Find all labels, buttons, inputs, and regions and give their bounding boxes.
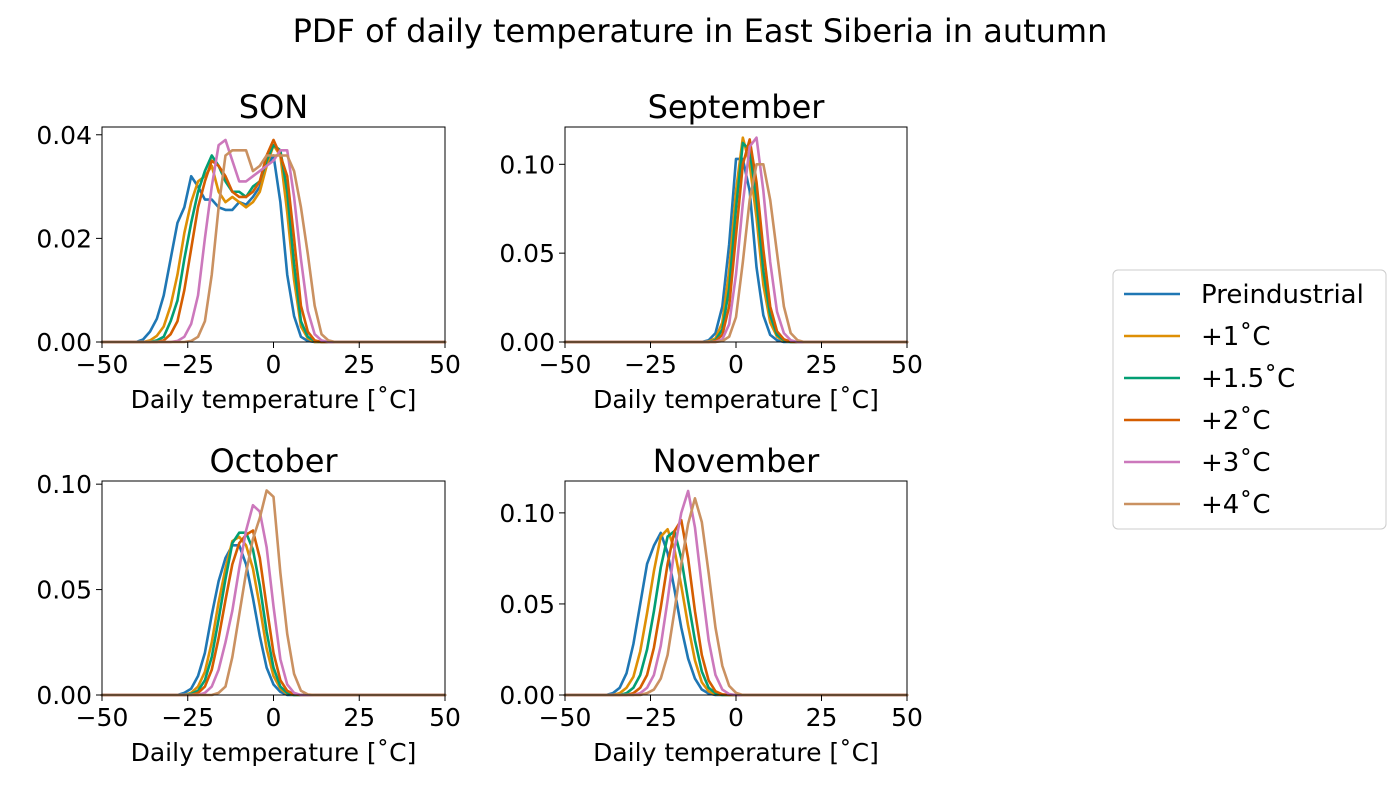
x-tick-label: 0 <box>728 350 744 379</box>
x-tick-label: 0 <box>266 350 282 379</box>
legend: Preindustrial +1˚C +1.5˚C +2˚C +3˚C +4˚C <box>1112 269 1387 530</box>
x-axis-label: Daily temperature [˚C] <box>593 738 879 767</box>
y-tick-label: 0.05 <box>499 590 555 619</box>
x-tick-label: 50 <box>429 703 461 732</box>
y-tick-label: 0.10 <box>36 470 92 499</box>
y-tick-label: 0.02 <box>36 224 92 253</box>
panel-2: −50 −25 0 25 50 0.00 0.05 0.10 October Daily temp… <box>36 442 461 767</box>
x-axis-label: Daily temperature [˚C] <box>131 385 417 414</box>
y-tick-label: 0.00 <box>36 328 92 357</box>
y-tick-label: 0.05 <box>36 576 92 605</box>
legend-frame <box>1112 269 1387 530</box>
y-tick-label: 0.05 <box>499 239 555 268</box>
y-tick-label: 0.10 <box>499 499 555 528</box>
y-tick-label: 0.00 <box>36 681 92 710</box>
panel-title: October <box>209 442 338 480</box>
x-tick-label: 0 <box>728 703 744 732</box>
x-tick-label: 25 <box>343 703 375 732</box>
x-tick-label: 25 <box>806 350 838 379</box>
legend-label: +4˚C <box>1201 490 1270 520</box>
x-tick-label: 50 <box>891 350 923 379</box>
panel-0: −50 −25 0 25 50 0.00 0.02 0.04 SON Daily temperat… <box>36 88 461 414</box>
x-tick-label: −25 <box>161 350 214 379</box>
panel-title: November <box>653 442 820 480</box>
legend-label: Preindustrial <box>1201 280 1364 310</box>
y-tick-label: 0.00 <box>499 328 555 357</box>
x-tick-label: 0 <box>266 703 282 732</box>
y-tick-label: 0.10 <box>499 150 555 179</box>
x-tick-label: −50 <box>76 703 129 732</box>
panel-title: September <box>648 88 826 126</box>
x-tick-label: 25 <box>343 350 375 379</box>
x-axis-label: Daily temperature [˚C] <box>593 385 879 414</box>
legend-label: +3˚C <box>1201 448 1270 478</box>
x-tick-label: −25 <box>624 350 677 379</box>
panel-title: SON <box>239 88 308 126</box>
legend-label: +1˚C <box>1201 322 1270 352</box>
legend-label: +1.5˚C <box>1201 364 1295 394</box>
legend-label: +2˚C <box>1201 406 1270 436</box>
x-tick-label: −50 <box>539 350 592 379</box>
y-tick-label: 0.04 <box>36 121 92 150</box>
panels: −50 −25 0 25 50 0.00 0.02 0.04 SON Daily temperat… <box>36 88 923 767</box>
x-tick-label: −50 <box>539 703 592 732</box>
x-tick-label: −50 <box>76 350 129 379</box>
x-tick-label: −25 <box>624 703 677 732</box>
x-tick-label: −25 <box>161 703 214 732</box>
x-tick-label: 50 <box>429 350 461 379</box>
x-axis-label: Daily temperature [˚C] <box>131 738 417 767</box>
x-tick-label: 50 <box>891 703 923 732</box>
x-tick-label: 25 <box>806 703 838 732</box>
panel-3: −50 −25 0 25 50 0.00 0.05 0.10 November Daily tem… <box>499 442 923 767</box>
y-tick-label: 0.00 <box>499 681 555 710</box>
figure-title: PDF of daily temperature in East Siberia… <box>293 12 1108 50</box>
panel-1: −50 −25 0 25 50 0.00 0.05 0.10 September Daily te… <box>499 88 923 414</box>
